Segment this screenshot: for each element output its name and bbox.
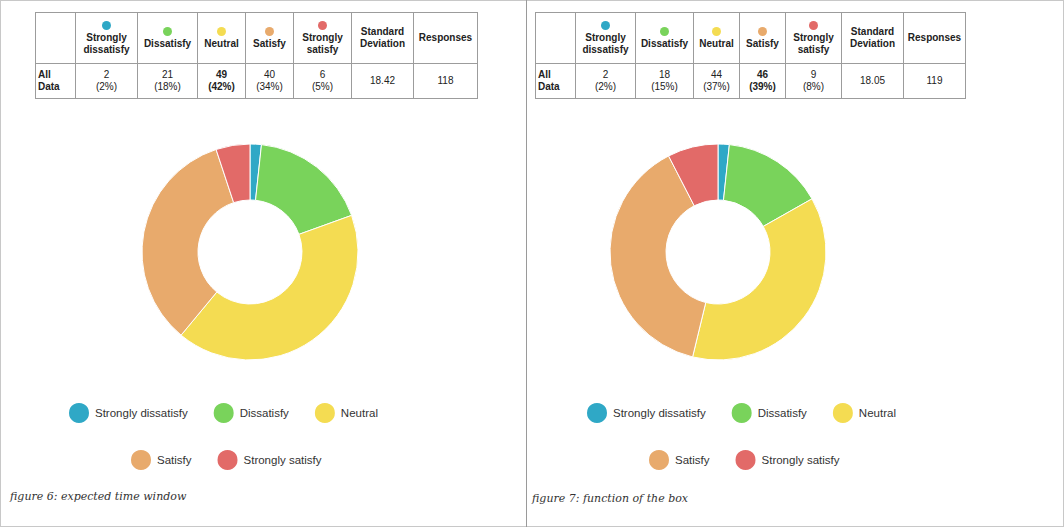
svg-text:Satisfy: Satisfy: [675, 454, 710, 466]
svg-text:Dissatisfy: Dissatisfy: [758, 407, 807, 419]
html-text:figure 6: expected time window: figure 6: expected time window: [10, 490, 187, 503]
html-text:18.05: 18.05: [860, 75, 885, 86]
svg-text:Strongly dissatisfy: Strongly dissatisfy: [613, 407, 706, 419]
html-text:18: 18: [658, 69, 671, 80]
svg-text:Neutral: Neutral: [859, 407, 896, 419]
html-text:Neutral: Neutral: [699, 37, 734, 49]
html-text:49: 49: [215, 69, 228, 80]
html-text:44: 44: [710, 69, 723, 80]
html-text:Satisfy: Satisfy: [746, 37, 779, 49]
html-text:Strongly dissatisfy: Strongly dissatisfy: [582, 31, 629, 55]
html-text:Strongly dissatisfy: Strongly dissatisfy: [83, 31, 130, 55]
html-text:Responses: Responses: [418, 32, 473, 43]
html-text:118: 118: [437, 75, 454, 86]
html-text:2: 2: [602, 69, 609, 80]
svg-text:Neutral: Neutral: [341, 407, 378, 419]
html-text:(2%): (2%): [594, 81, 617, 92]
html-text:Strongly satisfy: Strongly satisfy: [302, 31, 343, 55]
html-text:(8%): (8%): [802, 81, 825, 92]
svg-text:Strongly satisfy: Strongly satisfy: [762, 454, 840, 466]
html-text:(18%): (18%): [154, 81, 181, 92]
html-text:Responses: Responses: [907, 32, 962, 43]
html-text:119: 119: [926, 75, 943, 86]
svg-text:Strongly satisfy: Strongly satisfy: [244, 454, 322, 466]
svg-text:Satisfy: Satisfy: [157, 454, 192, 466]
html-text:2: 2: [103, 69, 110, 80]
html-text:(37%): (37%): [703, 81, 730, 92]
html-text:(15%): (15%): [651, 81, 678, 92]
html-text:46: 46: [756, 69, 769, 80]
html-text:(42%): (42%): [208, 81, 235, 92]
html-text:(34%): (34%): [256, 81, 283, 92]
html-text:Dissatisfy: Dissatisfy: [143, 37, 192, 49]
html-text:21: 21: [161, 69, 174, 80]
html-text:18.42: 18.42: [370, 75, 395, 86]
html-text:Neutral: Neutral: [204, 37, 239, 49]
html-text:(5%): (5%): [311, 81, 334, 92]
html-text:figure 7: function of the box: figure 7: function of the box: [532, 492, 688, 505]
html-text:Standard Deviation: Standard Deviation: [360, 26, 405, 49]
html-text:All Data: All Data: [38, 69, 60, 92]
html-text:Strongly satisfy: Strongly satisfy: [793, 31, 834, 55]
html-text:Satisfy: Satisfy: [253, 37, 286, 49]
html-text:Standard Deviation: Standard Deviation: [850, 26, 895, 49]
html-text:6: 6: [319, 69, 326, 80]
html-text:(39%): (39%): [749, 81, 776, 92]
html-text:40: 40: [263, 69, 276, 80]
html-text:Dissatisfy: Dissatisfy: [640, 37, 689, 49]
svg-text:Strongly dissatisfy: Strongly dissatisfy: [95, 407, 188, 419]
svg-text:Dissatisfy: Dissatisfy: [240, 407, 289, 419]
html-text:All Data: All Data: [538, 69, 560, 92]
html-text:(2%): (2%): [95, 81, 118, 92]
html-text:9: 9: [810, 69, 817, 80]
